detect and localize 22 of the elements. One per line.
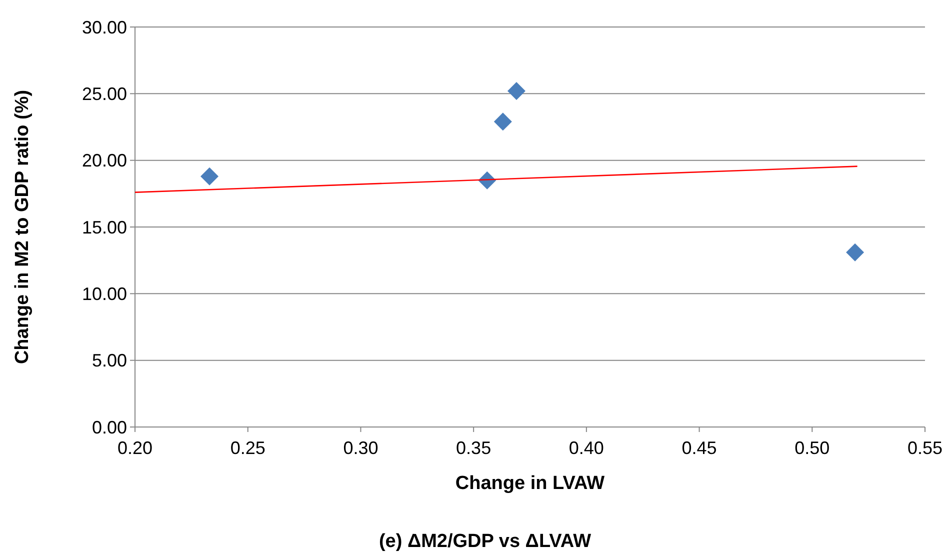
y-axis-title: Change in M2 to GDP ratio (%) xyxy=(12,90,33,364)
y-tick-label: 20.00 xyxy=(82,150,127,171)
x-tick-label: 0.45 xyxy=(682,438,717,458)
y-tick-label: 5.00 xyxy=(92,350,127,371)
x-tick-label: 0.30 xyxy=(343,438,378,458)
x-tick-label: 0.40 xyxy=(568,438,604,458)
y-tick-label: 25.00 xyxy=(82,84,127,104)
point xyxy=(494,112,512,131)
point xyxy=(846,243,864,262)
x-tick-label: 0.20 xyxy=(117,438,153,458)
y-tick-label: 10.00 xyxy=(82,284,127,304)
point xyxy=(200,167,218,186)
x-tick-label: 0.35 xyxy=(456,438,492,458)
point xyxy=(507,82,526,100)
x-axis-title: Change in LVAW xyxy=(455,473,605,494)
x-tick-label: 0.55 xyxy=(907,438,943,458)
x-tick-label: 0.50 xyxy=(794,438,830,458)
y-tick-label: 30.00 xyxy=(82,17,127,38)
y-tick-label: 15.00 xyxy=(82,217,127,238)
x-tick-label: 0.25 xyxy=(230,438,266,458)
y-tick-label: 0.00 xyxy=(92,417,127,438)
text: (e) ΔM2/GDP vs ΔLVAW xyxy=(378,531,592,552)
